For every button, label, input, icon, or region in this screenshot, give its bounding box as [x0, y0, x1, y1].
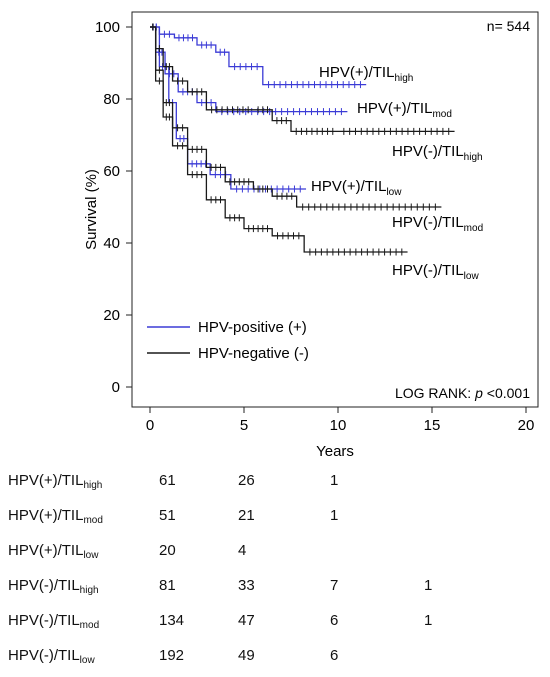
x-tick-label: 0	[146, 417, 154, 434]
number-at-risk-table: HPV(+)/TILhigh 61 26 1 HPV(+)/TILmod 51 21 1 HPV…	[0, 462, 550, 676]
curve-label: HPV(-)/TILmod	[392, 214, 483, 234]
legend-label: HPV-positive (+)	[198, 319, 307, 336]
survival-curve	[150, 26, 442, 208]
risk-count: 21	[238, 507, 255, 524]
y-axis-title: Survival (%)	[83, 169, 100, 250]
risk-row-label: HPV(-)/TILlow	[8, 647, 95, 666]
risk-count: 47	[238, 612, 255, 629]
risk-count: 134	[159, 612, 185, 629]
risk-row-label: HPV(+)/TILmod	[8, 507, 103, 526]
risk-row: HPV(+)/TILlow 20 4	[0, 542, 550, 572]
risk-row: HPV(+)/TILhigh 61 26 1	[0, 472, 550, 502]
x-tick-label: 5	[240, 417, 248, 434]
risk-count: 26	[238, 472, 255, 489]
log-rank-label: LOG RANK: p <0.001	[395, 385, 530, 401]
risk-count: 192	[159, 647, 185, 664]
risk-row: HPV(-)/TILhigh 81 33 7 1	[0, 577, 550, 607]
y-tick-label: 0	[112, 379, 120, 396]
series-high-hpv-neg	[150, 23, 455, 135]
y-tick-label: 60	[103, 163, 120, 180]
survival-curve	[150, 26, 348, 113]
risk-count: 33	[238, 577, 255, 594]
risk-row-label: HPV(-)/TILhigh	[8, 577, 99, 596]
risk-row-label: HPV(+)/TILhigh	[8, 472, 103, 491]
risk-row: HPV(+)/TILmod 51 21 1	[0, 507, 550, 537]
sample-size-label: n= 544	[487, 18, 530, 34]
risk-row: HPV(-)/TILlow 192 49 6	[0, 647, 550, 677]
y-tick-label: 100	[95, 19, 120, 36]
risk-count: 49	[238, 647, 255, 664]
x-axis-title: Years	[316, 443, 354, 460]
legend-label: HPV-negative (-)	[198, 345, 309, 362]
series-low-hpv-neg	[150, 23, 408, 256]
risk-count: 6	[330, 647, 339, 664]
y-tick-label: 40	[103, 235, 120, 252]
curve-label: HPV(-)/TILlow	[392, 262, 479, 282]
curve-label: HPV(+)/TILhigh	[319, 64, 413, 84]
risk-count: 81	[159, 577, 176, 594]
series-low-hpv-pos	[150, 23, 307, 193]
risk-row-label: HPV(-)/TILmod	[8, 612, 100, 631]
risk-count: 51	[159, 507, 176, 524]
risk-row: HPV(-)/TILmod 134 47 6 1	[0, 612, 550, 642]
risk-count: 1	[330, 472, 339, 489]
curve-label: HPV(+)/TILlow	[311, 178, 402, 198]
risk-count: 1	[424, 577, 433, 594]
risk-count: 4	[238, 542, 247, 559]
survival-curve	[150, 26, 408, 253]
risk-count: 1	[424, 612, 433, 629]
plot-frame	[131, 11, 539, 408]
x-tick-label: 20	[518, 417, 535, 434]
curve-label: HPV(-)/TILhigh	[392, 143, 483, 163]
curve-label: HPV(+)/TILmod	[357, 100, 452, 120]
x-tick-label: 10	[330, 417, 347, 434]
risk-count: 20	[159, 542, 176, 559]
survival-curve	[150, 26, 307, 190]
risk-count: 1	[330, 507, 339, 524]
risk-count: 61	[159, 472, 176, 489]
series-mod-hpv-neg	[150, 23, 442, 211]
survival-chart: 0 20 40 60 80 100 0 5 10 15 20 Survival (%) Years n=…	[83, 11, 539, 460]
y-tick-label: 80	[103, 91, 120, 108]
risk-count: 6	[330, 612, 339, 629]
y-tick-label: 20	[103, 307, 120, 324]
x-tick-label: 15	[424, 417, 441, 434]
risk-count: 7	[330, 577, 339, 594]
risk-row-label: HPV(+)/TILlow	[8, 542, 99, 561]
